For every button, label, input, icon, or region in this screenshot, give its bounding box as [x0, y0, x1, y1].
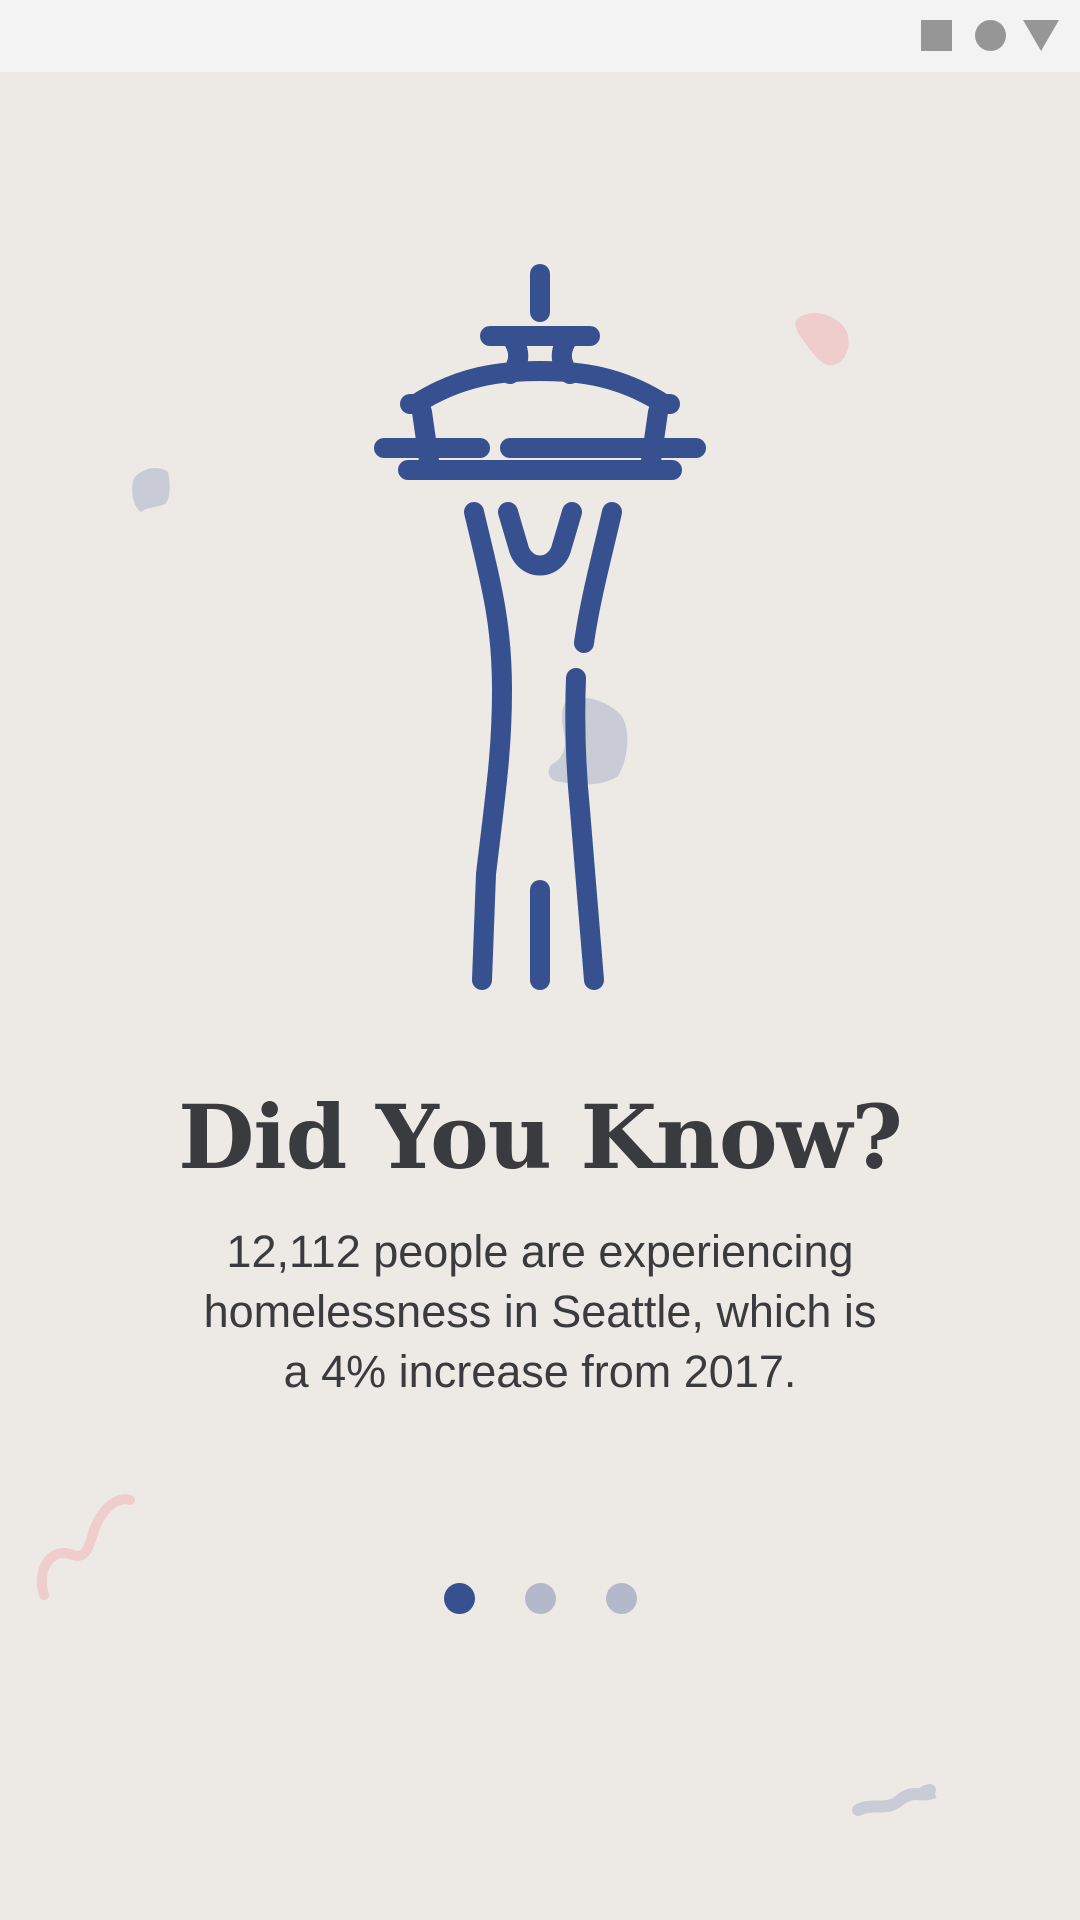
- confetti-pink-squiggle: [36, 1494, 135, 1600]
- status-bar: [0, 0, 1080, 72]
- statistic-text: 12,112 people are experiencing homelessn…: [203, 1226, 877, 1397]
- square-icon[interactable]: [921, 20, 952, 51]
- confetti-gray-blob-left: [132, 468, 170, 512]
- page-title: Did You Know?: [178, 1085, 903, 1189]
- confetti-pink-blob: [795, 313, 849, 366]
- page-dot-3[interactable]: [605, 1583, 637, 1614]
- page-dot-1[interactable]: [443, 1583, 475, 1614]
- circle-icon[interactable]: [975, 20, 1006, 51]
- confetti-gray-squiggle: [852, 1784, 937, 1816]
- space-needle-icon: [374, 264, 706, 990]
- page-indicator: [0, 1583, 1080, 1614]
- triangle-icon[interactable]: [1023, 20, 1059, 51]
- page-dot-2[interactable]: [524, 1583, 556, 1614]
